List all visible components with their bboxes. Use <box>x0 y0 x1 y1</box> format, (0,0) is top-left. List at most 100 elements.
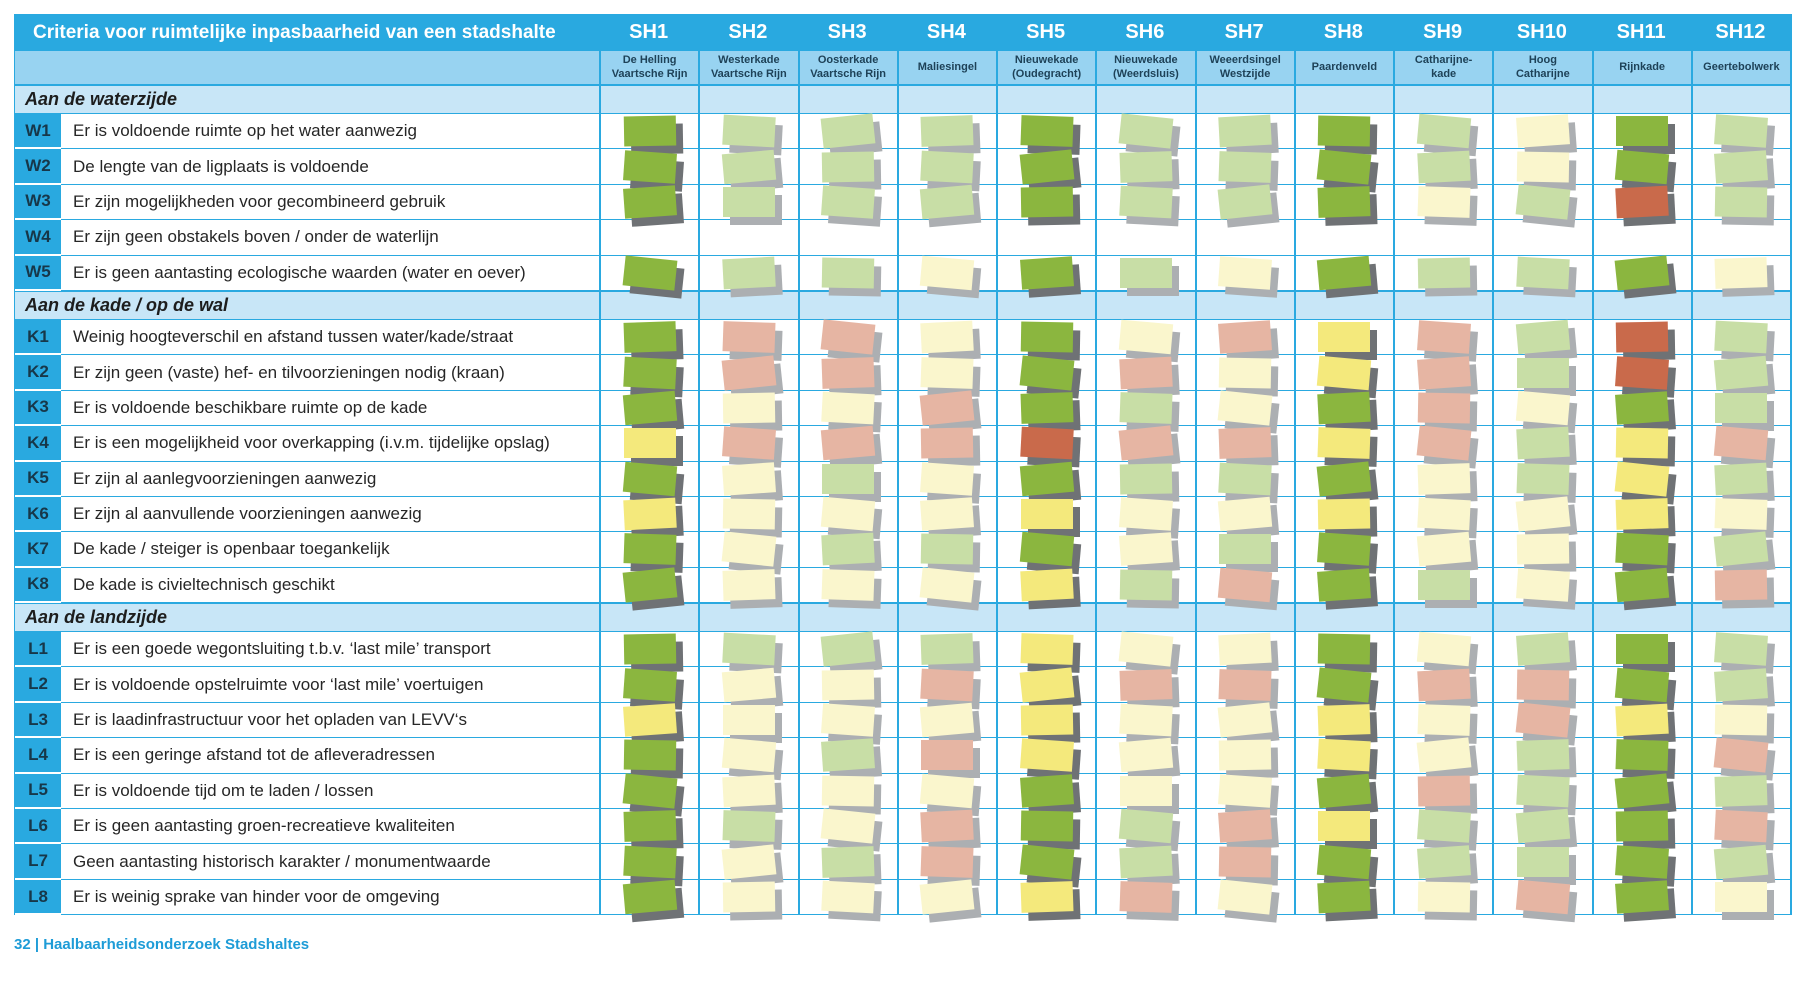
tile-face <box>1615 880 1670 914</box>
tile-face <box>1515 496 1571 532</box>
tile-face <box>821 845 875 878</box>
rating-tile <box>1417 775 1477 815</box>
criterion-text: Er zijn mogelijkheden voor gecombineerd … <box>61 185 599 221</box>
rating-tile <box>1118 809 1181 852</box>
rating-cell <box>896 667 996 709</box>
rating-tile <box>1714 498 1775 538</box>
rating-tile <box>1416 737 1479 782</box>
rating-cell <box>698 809 798 851</box>
rating-cell <box>1194 773 1294 816</box>
rating-cell <box>797 390 897 433</box>
column-location-sh8: Paardenveld <box>1293 51 1393 84</box>
row-code: W1 <box>15 114 61 150</box>
column-header-sh5: SH5 <box>1026 21 1066 43</box>
tile-face <box>1616 634 1669 665</box>
tile-face <box>1119 356 1173 389</box>
rating-cell <box>1393 702 1493 744</box>
tile-face <box>1019 255 1074 290</box>
column-header-sh11: SH11 <box>1616 21 1666 43</box>
tile-face <box>1020 392 1074 424</box>
criterion-row-k1: K1 Weinig hoogteverschil en afstand tusse… <box>15 319 1792 363</box>
rating-tile <box>1715 186 1775 226</box>
rating-cell <box>1393 844 1493 887</box>
rating-cell <box>996 461 1096 504</box>
rating-tile <box>1019 426 1081 468</box>
rating-tile <box>1516 426 1577 468</box>
rating-cell <box>996 148 1096 193</box>
tile-face <box>1516 462 1570 495</box>
rating-tile <box>1119 356 1180 397</box>
rating-tile <box>1614 773 1677 817</box>
rating-cell <box>599 532 699 574</box>
column-header-sh7: SH7 <box>1224 21 1264 43</box>
rating-cell <box>797 426 897 469</box>
tile-face <box>1614 149 1670 184</box>
rating-cell <box>1393 149 1493 191</box>
rating-tile <box>1515 390 1578 434</box>
rating-tile <box>820 113 883 157</box>
rating-tile <box>1714 774 1775 815</box>
tile-face <box>1515 184 1571 220</box>
tile-face <box>1714 844 1769 879</box>
tile-face <box>1218 668 1272 701</box>
rating-tile <box>1713 737 1776 782</box>
column-location-sh12: Geertebolwerk <box>1690 51 1792 84</box>
tile-face <box>1516 256 1570 290</box>
tile-face <box>1417 392 1470 424</box>
tile-face <box>1416 844 1471 879</box>
tile-face <box>1317 427 1371 460</box>
tile-face <box>1317 255 1372 290</box>
tile-face <box>1119 392 1173 424</box>
rating-cell <box>1591 496 1691 538</box>
rating-cell <box>996 809 1096 850</box>
rating-tile <box>820 808 883 852</box>
criterion-row-w3: W3 Er zijn mogelijkheden voor gecombineer… <box>15 184 1792 228</box>
rating-cell <box>698 843 798 888</box>
rating-cell <box>1393 737 1493 782</box>
tile-face <box>722 186 775 217</box>
rating-cell <box>698 426 798 469</box>
section-cell <box>599 86 698 113</box>
rating-cell <box>896 879 996 923</box>
rating-cell <box>599 667 699 710</box>
tile-face <box>821 257 875 289</box>
tile-face <box>1416 113 1471 149</box>
rating-cell <box>698 738 798 781</box>
rating-tile <box>1218 427 1279 468</box>
row-code: K8 <box>15 567 61 604</box>
tile-face <box>919 390 975 426</box>
rating-cell <box>1492 319 1592 363</box>
tile-face <box>1119 775 1172 806</box>
rating-cell <box>1591 255 1691 299</box>
rating-tile <box>1318 115 1378 155</box>
tile-face <box>920 773 975 809</box>
rating-cell <box>797 667 897 709</box>
row-code: L7 <box>15 844 61 880</box>
rating-tile <box>821 738 883 781</box>
rating-cell <box>1393 809 1493 851</box>
rating-cell <box>797 355 897 397</box>
section-cell <box>1393 604 1492 632</box>
tile-face <box>722 256 776 290</box>
rating-tile <box>1317 255 1379 298</box>
criterion-row-k3: K3 Er is voldoende beschikbare ruimte op … <box>15 390 1792 434</box>
rating-cell <box>996 738 1096 781</box>
tile-face <box>1317 186 1371 218</box>
tile-face <box>1019 843 1075 880</box>
rating-tile <box>722 392 783 432</box>
column-header-sh3: SH3 <box>827 21 867 43</box>
rating-tile <box>1416 532 1478 575</box>
rating-cell <box>1293 844 1393 887</box>
rating-cell <box>1492 461 1592 503</box>
rating-cell <box>599 319 699 362</box>
tile-face <box>1515 702 1571 738</box>
rating-tile <box>1019 738 1081 781</box>
column-location-sh9: Catharijne- kade <box>1393 51 1492 84</box>
rating-cell <box>1393 632 1493 675</box>
row-code: W5 <box>15 255 61 291</box>
tile-face <box>1515 632 1570 667</box>
section-cell <box>797 604 897 632</box>
rating-tile <box>1714 149 1776 192</box>
criterion-text: Er is voldoende ruimte op het water aanw… <box>61 114 599 150</box>
rating-tile <box>1218 150 1279 191</box>
